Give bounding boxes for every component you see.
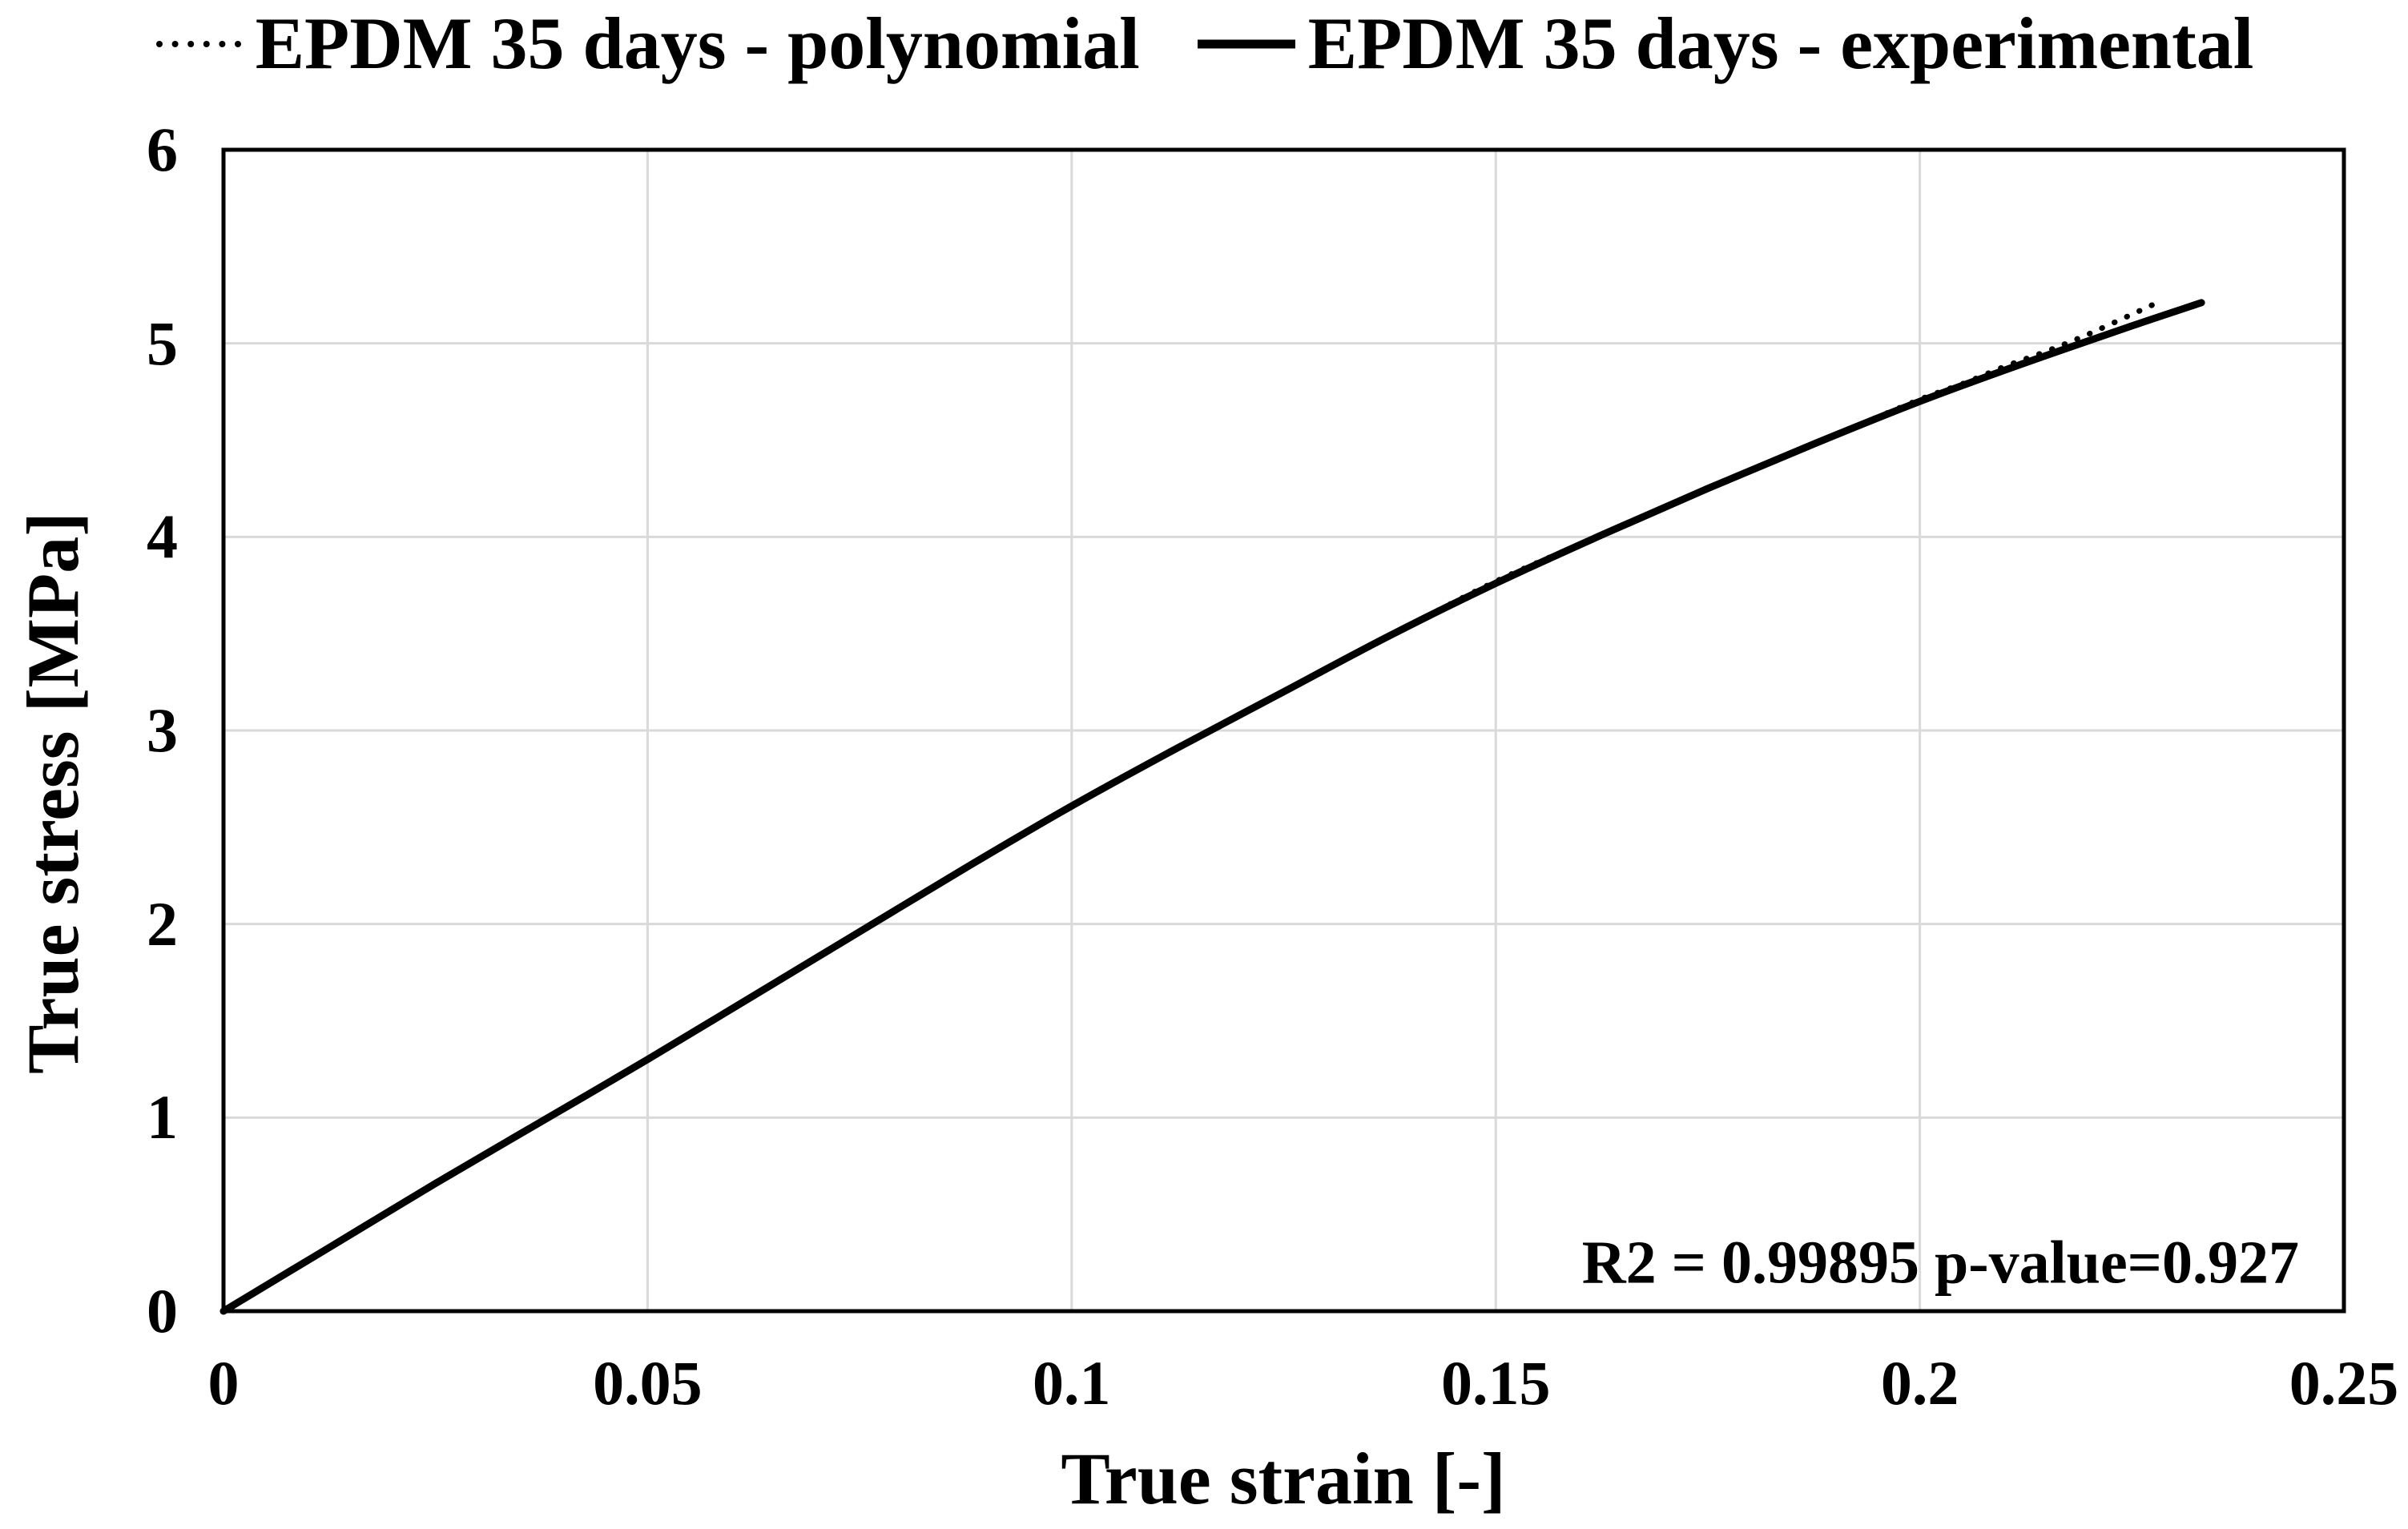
- legend-item-experimental: EPDM 35 days - experimental: [1197, 2, 2254, 84]
- solid-line-icon: [1197, 39, 1295, 49]
- plot-border: [221, 147, 2346, 1314]
- fit-statistics-annotation: R2 = 0.99895 p-value=0.927: [1581, 1229, 2299, 1297]
- x-axis-title: True strain [-]: [1061, 1438, 1506, 1519]
- x-tick-label: 0.2: [1880, 1348, 1959, 1418]
- y-tick-label: 3: [147, 695, 178, 765]
- x-tick-label: 0.15: [1440, 1348, 1551, 1418]
- experimental-curve: [219, 299, 2205, 1315]
- y-tick-label: 2: [147, 888, 178, 959]
- y-tick-label: 0: [147, 1276, 178, 1346]
- y-tick-label: 1: [147, 1082, 178, 1153]
- y-axis-title: True stress [MPa]: [12, 512, 94, 1074]
- legend-label-polynomial: EPDM 35 days - polynomial: [255, 2, 1140, 84]
- x-tick-label: 0.1: [1033, 1348, 1111, 1418]
- legend-label-experimental: EPDM 35 days - experimental: [1307, 2, 2254, 84]
- polynomial-curve: [220, 301, 2156, 1314]
- x-tick-label: 0.05: [593, 1348, 703, 1418]
- y-tick-label: 6: [147, 115, 178, 184]
- x-tick-label: 0.25: [2289, 1348, 2399, 1418]
- y-tick-label: 5: [147, 308, 178, 378]
- x-tick-label: 0: [207, 1348, 240, 1418]
- y-tick-label: 4: [147, 501, 178, 572]
- chart-legend: EPDM 35 days - polynomial EPDM 35 days -…: [0, 2, 2408, 84]
- dotted-line-icon: [155, 40, 241, 47]
- legend-item-polynomial: EPDM 35 days - polynomial: [155, 2, 1140, 84]
